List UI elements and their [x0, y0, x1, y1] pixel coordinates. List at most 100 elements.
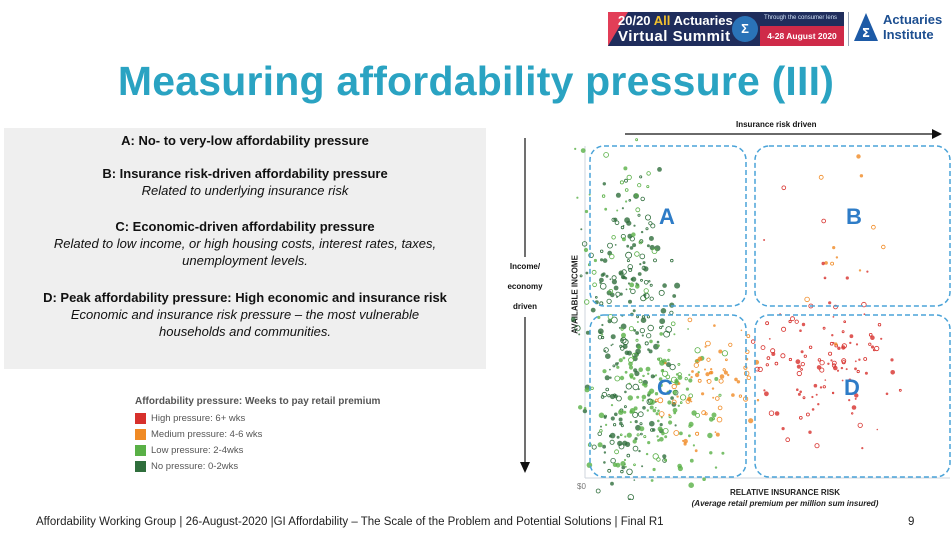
scatter-point: [603, 451, 607, 454]
scatter-point: [635, 348, 641, 355]
scatter-point: [705, 340, 711, 347]
definition-b-title: B: Insurance risk-driven affordability p…: [102, 166, 388, 181]
scatter-point: [858, 269, 862, 272]
scatter-point: [647, 391, 652, 396]
scatter-point: [673, 411, 677, 415]
scatter-point: [643, 266, 649, 272]
actuaries-institute-name: Actuaries Institute: [883, 12, 942, 42]
scatter-point: [649, 244, 655, 251]
scatter-point: [630, 277, 634, 281]
insurance-risk-label: Insurance risk driven: [736, 120, 817, 129]
scatter-point: [828, 351, 833, 356]
scatter-point: [688, 421, 694, 427]
scatter-point: [662, 454, 667, 459]
scatter-point: [674, 424, 677, 427]
sigma-logo-icon: Σ: [732, 16, 758, 42]
scatter-point: [736, 380, 741, 384]
scatter-point: [662, 283, 667, 288]
scatter-point: [768, 410, 775, 416]
scatter-point: [817, 358, 822, 362]
scatter-point: [645, 298, 647, 300]
scatter-point: [701, 392, 705, 396]
scatter-point: [702, 477, 706, 482]
scatter-point: [898, 388, 902, 392]
scatter-point: [796, 370, 802, 377]
scatter-point: [613, 217, 618, 222]
scatter-point: [656, 457, 661, 462]
scatter-point: [687, 328, 689, 330]
scatter-point: [650, 428, 654, 432]
scatter-point: [849, 341, 852, 345]
page-number: 9: [908, 516, 915, 528]
scatter-point: [618, 358, 623, 363]
scatter-point: [667, 400, 672, 405]
scatter-point: [657, 344, 660, 347]
scatter-point: [613, 393, 617, 397]
legend-label: No pressure: 0-2wks: [151, 461, 239, 472]
scatter-point: [834, 342, 838, 346]
scatter-point: [626, 174, 632, 181]
scatter-point: [585, 271, 589, 275]
scatter-point: [750, 339, 756, 344]
definition-a-title: A: No- to very-low affordability pressur…: [121, 133, 369, 148]
scatter-point: [624, 390, 627, 394]
scatter-point: [659, 383, 663, 388]
scatter-point: [819, 386, 823, 389]
institute-line2: Institute: [883, 27, 934, 42]
scatter-point: [835, 256, 839, 259]
scatter-point: [597, 431, 602, 436]
scatter-point: [626, 453, 631, 458]
scatter-point: [831, 391, 835, 395]
definition-d-desc-1: Economic and insurance risk pressure – t…: [70, 307, 420, 322]
scatter-point: [640, 230, 644, 234]
scatter-point: [614, 244, 617, 246]
scatter-point: [625, 251, 632, 259]
scatter-point: [639, 253, 646, 260]
scatter-point: [637, 272, 642, 276]
scatter-point: [632, 377, 636, 380]
scatter-point: [612, 462, 618, 467]
scatter-point: [695, 431, 700, 436]
scatter-point: [712, 396, 715, 399]
scatter-point: [841, 379, 844, 382]
scatter-point: [811, 408, 815, 411]
scatter-point: [647, 372, 650, 375]
scatter-point: [866, 270, 869, 273]
scatter-point: [830, 261, 835, 266]
scatter-point: [788, 319, 792, 324]
scatter-point: [635, 338, 639, 342]
scatter-point: [669, 302, 675, 308]
scatter-point: [641, 399, 644, 402]
scatter-point: [871, 224, 876, 230]
scatter-point: [877, 322, 882, 327]
scatter-point: [679, 431, 683, 436]
scatter-point: [601, 323, 604, 327]
scatter-point: [682, 439, 684, 442]
scatter-point: [661, 325, 664, 328]
scatter-point: [637, 345, 642, 350]
scatter-point: [620, 461, 626, 467]
scatter-point: [610, 416, 615, 421]
scatter-point: [602, 369, 607, 374]
scatter-point: [611, 279, 617, 285]
scatter-point: [663, 458, 667, 462]
scatter-point: [706, 357, 711, 362]
scatter-point: [687, 317, 693, 323]
scatter-point: [715, 432, 720, 437]
scatter-point: [624, 435, 627, 438]
scatter-point: [590, 386, 594, 390]
scatter-point: [619, 180, 624, 185]
scatter-point: [640, 278, 643, 282]
scatter-point: [604, 207, 608, 211]
scatter-point: [763, 389, 766, 392]
scatter-point: [570, 317, 576, 322]
scatter-point: [640, 432, 643, 436]
scatter-point: [650, 479, 654, 482]
definition-c-desc-2: unemployment levels.: [182, 253, 308, 268]
scatter-point: [616, 209, 619, 212]
scatter-point: [683, 438, 688, 444]
summit-year: 20/20: [618, 13, 651, 28]
scatter-point: [658, 411, 665, 417]
scatter-point: [649, 296, 654, 301]
scatter-point: [638, 379, 643, 384]
